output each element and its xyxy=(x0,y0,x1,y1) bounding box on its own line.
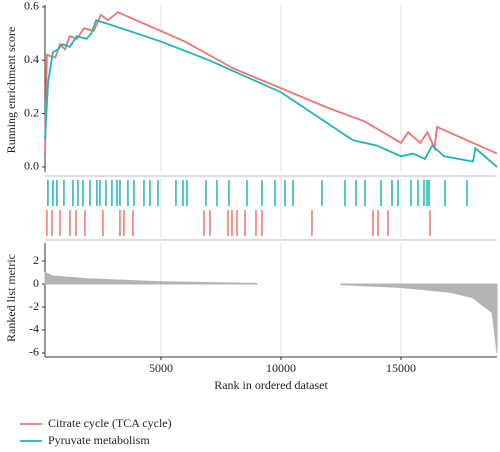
y-tick-label: -4 xyxy=(29,322,39,336)
legend-label: Citrate cycle (TCA cycle) xyxy=(48,416,172,430)
metric-area xyxy=(44,271,258,285)
y-axis-label: Ranked list metric xyxy=(4,254,18,342)
metric-area xyxy=(340,283,498,354)
y-tick-label: 0 xyxy=(33,276,39,290)
x-tick-label: 10000 xyxy=(266,361,296,375)
y-tick-label: -6 xyxy=(29,345,39,359)
x-axis-label: Rank in ordered dataset xyxy=(214,378,328,392)
es-line xyxy=(44,19,498,168)
y-tick-label: 0.6 xyxy=(24,0,39,13)
x-tick-label: 5000 xyxy=(149,361,173,375)
x-tick-label: 15000 xyxy=(386,361,416,375)
y-tick-label: 0.0 xyxy=(24,159,39,173)
es-line xyxy=(44,11,498,155)
y-tick-label: 0.4 xyxy=(24,52,39,66)
y-tick-label: -2 xyxy=(29,299,39,313)
y-tick-label: 0.2 xyxy=(24,105,39,119)
y-tick-label: 2 xyxy=(33,253,39,267)
legend-label: Pyruvate metabolism xyxy=(48,433,150,447)
y-axis-label: Running enrichment score xyxy=(4,27,18,154)
